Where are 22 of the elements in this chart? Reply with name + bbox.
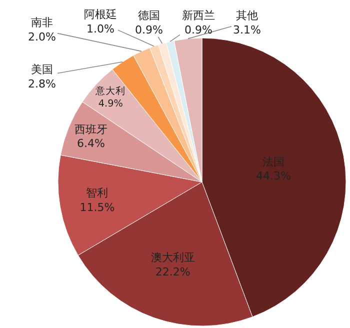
data-label: 44.3% [256, 170, 291, 183]
data-label: 3.1% [233, 23, 261, 36]
slice-label: 法国 [262, 155, 284, 168]
data-label: 2.0% [28, 30, 56, 44]
slice-label: 西班牙 [74, 122, 108, 136]
slice-label: 阿根廷 [84, 8, 117, 21]
data-label: 22.2% [155, 265, 190, 278]
slice-label: 美国 [30, 63, 53, 76]
data-label: 1.0% [86, 22, 114, 36]
data-label: 11.5% [80, 200, 115, 214]
data-label: 0.9% [135, 23, 163, 36]
slice-label: 澳大利亚 [150, 251, 195, 264]
data-label: 4.9% [98, 98, 123, 110]
slice-label: 意大利 [94, 85, 126, 98]
data-label: 2.8% [28, 77, 56, 90]
slice-label: 德国 [138, 9, 160, 22]
data-label: 6.4% [76, 137, 105, 150]
slice-label: 新西兰 [182, 9, 215, 22]
slice-label: 智利 [86, 186, 108, 200]
data-label: 0.9% [184, 23, 212, 36]
slice-label: 南非 [30, 16, 53, 29]
slice-label: 其他 [236, 9, 258, 22]
